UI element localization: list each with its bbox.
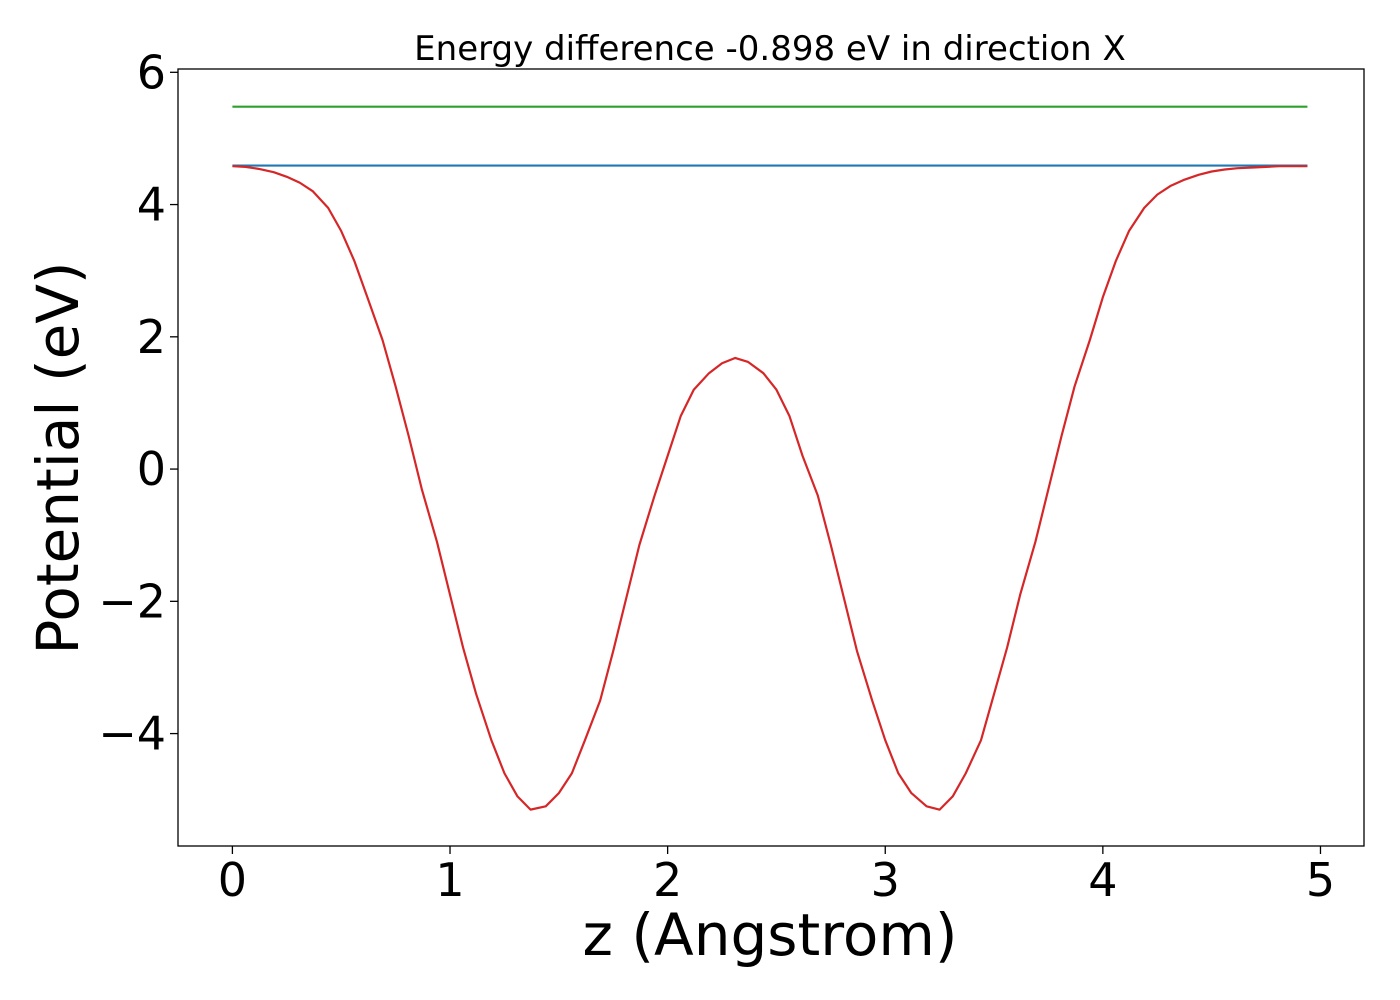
x-tick-label: 4	[1088, 853, 1117, 907]
x-tick-label: 3	[871, 853, 900, 907]
series-line-2	[232, 165, 1308, 811]
y-axis-label: Potential (eV)	[24, 261, 92, 654]
y-tick-label: 2	[137, 310, 166, 364]
y-tick-label: 0	[137, 442, 166, 496]
y-axis: 6 4 2 0 −2 −4	[98, 45, 178, 761]
x-tick-label: 1	[435, 853, 464, 907]
x-axis: 0 1 2 3 4 5	[218, 846, 1335, 907]
y-tick-label: 4	[137, 178, 166, 232]
x-tick-label: 0	[218, 853, 247, 907]
x-axis-label: z (Angstrom)	[583, 901, 958, 969]
plot-frame	[177, 68, 1365, 847]
chart-title: Energy difference -0.898 eV in direction…	[414, 29, 1126, 69]
x-tick-label: 5	[1306, 853, 1335, 907]
series-layer	[232, 105, 1308, 811]
y-tick-label: −2	[98, 574, 166, 628]
plot-area	[177, 68, 1365, 847]
y-tick-label: 6	[137, 45, 166, 99]
y-tick-label: −4	[98, 707, 166, 761]
x-tick-label: 2	[653, 853, 682, 907]
